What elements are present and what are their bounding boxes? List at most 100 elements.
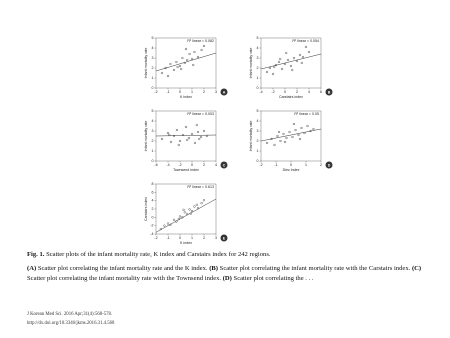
x-axis-label: Carstairs index — [279, 95, 303, 99]
point — [205, 134, 209, 138]
point — [304, 45, 308, 49]
x-tick-label: 4 — [215, 163, 217, 167]
y-tick-label: -4 — [150, 232, 153, 236]
point — [283, 140, 287, 144]
caption-letter: (A) — [27, 265, 37, 272]
point — [168, 133, 171, 137]
trend-line — [155, 52, 217, 72]
point — [286, 58, 290, 62]
x-tick-label: -1 — [274, 163, 277, 167]
point — [195, 203, 198, 206]
point — [291, 68, 294, 72]
point — [265, 70, 269, 74]
y-tick-label: 4 — [257, 119, 259, 123]
point — [169, 223, 172, 226]
point — [279, 139, 282, 143]
x-tick-label: -2 — [271, 90, 274, 94]
point — [294, 128, 297, 132]
x-tick-label: 6 — [320, 90, 322, 94]
y-tick-label: 2 — [152, 139, 154, 143]
point — [192, 63, 195, 67]
point — [193, 50, 196, 54]
x-tick-label: 0 — [191, 163, 193, 167]
y-tick-label: -2 — [150, 224, 153, 228]
caption-letter: (B) — [209, 265, 218, 272]
y-tick-label: 2 — [152, 207, 154, 211]
point — [279, 57, 282, 61]
point — [183, 211, 186, 214]
x-tick-label: -2 — [178, 163, 181, 167]
annotation: R² linear = 0.05 — [294, 112, 319, 116]
point — [277, 60, 281, 64]
point — [176, 65, 179, 69]
x-tick-label: 3 — [215, 90, 217, 94]
x-tick-label: 1 — [191, 236, 193, 240]
point — [175, 128, 179, 132]
y-axis-label: Infant mortality rate — [249, 48, 253, 79]
y-tick-label: 4 — [152, 199, 154, 203]
x-axis-label: K index — [180, 241, 192, 245]
point — [298, 137, 302, 141]
point — [271, 72, 275, 76]
point — [300, 61, 303, 65]
point — [175, 60, 178, 64]
x-tick-label: 2 — [320, 163, 322, 167]
x-tick-label: -2 — [154, 90, 157, 94]
point — [202, 44, 206, 48]
point — [198, 137, 201, 141]
x-tick-label: 1 — [191, 90, 193, 94]
x-tick-label: 1 — [305, 163, 307, 167]
point — [181, 133, 185, 137]
point — [183, 61, 186, 65]
point — [190, 209, 194, 213]
x-tick-label: -2 — [154, 236, 157, 240]
x-tick-label: -1 — [166, 90, 169, 94]
point — [178, 139, 182, 143]
y-tick-label: 8 — [152, 182, 154, 186]
point — [196, 130, 200, 134]
y-tick-label: 0 — [257, 159, 259, 163]
point — [182, 208, 185, 211]
point — [177, 143, 180, 147]
point — [277, 130, 281, 134]
caption-text: Scatter plot correlating the infant mort… — [219, 265, 411, 272]
y-tick-label: 3 — [257, 129, 259, 133]
panel-label: D — [328, 163, 331, 167]
point — [172, 68, 176, 72]
point — [159, 227, 162, 231]
point — [175, 220, 178, 223]
y-tick-label: 5 — [152, 109, 154, 113]
point — [196, 207, 200, 210]
point — [195, 123, 198, 127]
panel-badge — [220, 161, 228, 169]
point — [196, 55, 200, 59]
panel-badge — [325, 161, 333, 169]
caption-letter: (C) — [411, 265, 422, 272]
y-tick-label: 0 — [257, 86, 259, 90]
point — [289, 64, 293, 68]
point — [160, 137, 164, 141]
point — [181, 56, 184, 60]
point — [186, 212, 189, 216]
point — [178, 64, 182, 68]
x-tick-label: 0 — [179, 90, 181, 94]
point — [300, 126, 303, 130]
point — [285, 136, 288, 140]
point — [265, 141, 269, 145]
y-tick-label: 0 — [152, 215, 154, 219]
citation-doi: http://dx.doi.org/10.3346/jkms.2016.31.4… — [27, 321, 115, 326]
point — [164, 66, 167, 70]
y-tick-label: 5 — [152, 36, 154, 40]
panel-badge — [220, 88, 228, 96]
annotation: R² linear = 0.613 — [187, 185, 214, 189]
point — [301, 55, 305, 59]
x-tick-label: 4 — [308, 90, 310, 94]
y-tick-label: 1 — [257, 149, 259, 153]
point — [202, 199, 206, 202]
x-tick-label: -1 — [166, 236, 169, 240]
panel-label: B — [328, 90, 331, 94]
point — [180, 67, 183, 71]
x-tick-label: 2 — [203, 236, 205, 240]
point — [199, 135, 203, 139]
